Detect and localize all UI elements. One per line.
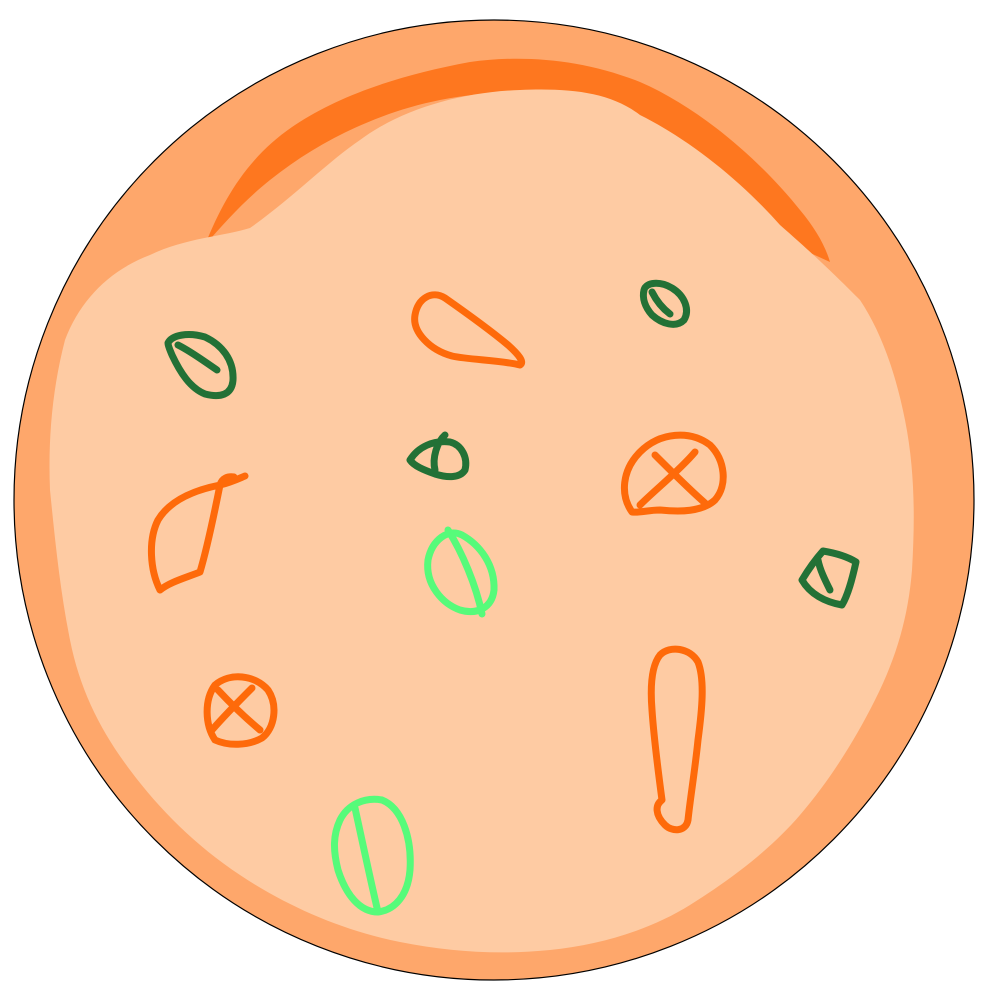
burnt-crust-patch [205,58,830,263]
dark-green-wedge-topping [798,547,860,609]
orange-small-circle-cross-topping [203,673,278,748]
orange-long-teardrop-topping [647,645,706,834]
light-green-large-oval-topping [331,795,414,916]
orange-teardrop-topping [411,291,526,369]
orange-circle-cross-topping [620,431,727,516]
dark-green-basil-topping [164,331,237,400]
light-green-oval-topping [424,526,498,618]
orange-leaf-topping [147,472,249,594]
dark-green-small-leaf-topping [639,279,690,328]
dark-green-eye-topping [406,431,470,481]
